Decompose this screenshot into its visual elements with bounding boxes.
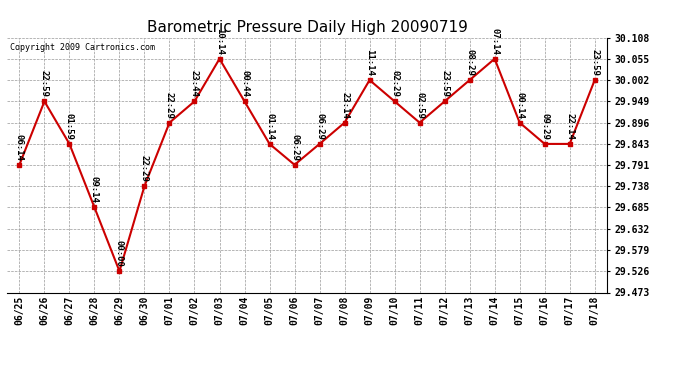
- Text: 00:00: 00:00: [115, 240, 124, 267]
- Text: 09:29: 09:29: [540, 113, 549, 140]
- Text: 10:14: 10:14: [215, 28, 224, 55]
- Text: 07:14: 07:14: [490, 28, 499, 55]
- Text: 22:59: 22:59: [40, 70, 49, 97]
- Text: 02:59: 02:59: [415, 92, 424, 118]
- Text: 23:59: 23:59: [590, 49, 599, 76]
- Text: 09:14: 09:14: [90, 176, 99, 203]
- Text: 00:14: 00:14: [515, 92, 524, 118]
- Text: 11:14: 11:14: [365, 49, 374, 76]
- Text: 02:29: 02:29: [390, 70, 399, 97]
- Text: 23:59: 23:59: [440, 70, 449, 97]
- Text: 08:29: 08:29: [465, 49, 474, 76]
- Text: 23:14: 23:14: [340, 92, 349, 118]
- Text: 01:59: 01:59: [65, 113, 74, 140]
- Text: 00:44: 00:44: [240, 70, 249, 97]
- Title: Barometric Pressure Daily High 20090719: Barometric Pressure Daily High 20090719: [146, 20, 468, 35]
- Text: 01:14: 01:14: [265, 113, 274, 140]
- Text: Copyright 2009 Cartronics.com: Copyright 2009 Cartronics.com: [10, 43, 155, 52]
- Text: 23:44: 23:44: [190, 70, 199, 97]
- Text: 06:14: 06:14: [15, 134, 24, 160]
- Text: 22:14: 22:14: [565, 113, 574, 140]
- Text: 06:29: 06:29: [315, 113, 324, 140]
- Text: 22:29: 22:29: [165, 92, 174, 118]
- Text: 22:29: 22:29: [140, 155, 149, 182]
- Text: 06:29: 06:29: [290, 134, 299, 160]
